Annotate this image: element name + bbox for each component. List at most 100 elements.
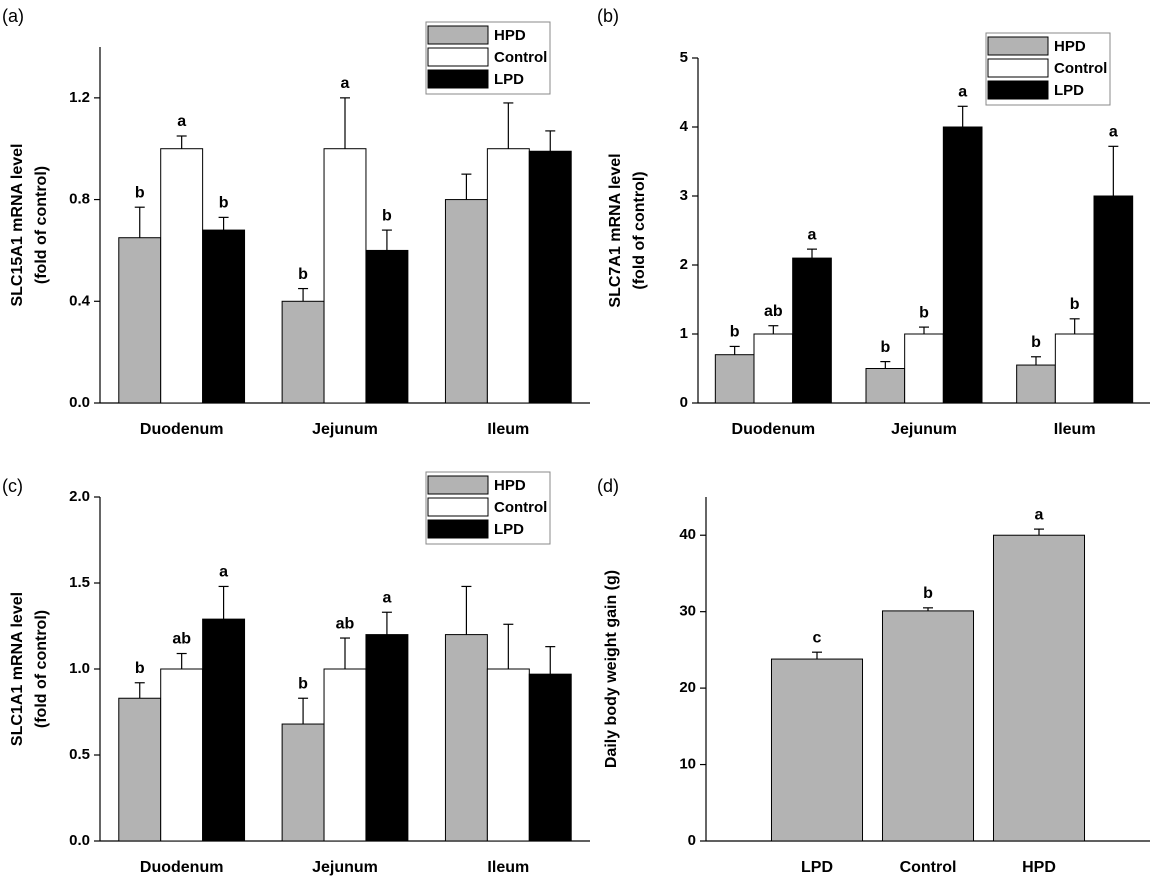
significance-letter: c	[813, 629, 822, 646]
legend-swatch	[987, 80, 1049, 100]
legend-label: HPD	[494, 27, 526, 44]
significance-letter: b	[298, 266, 308, 283]
bar	[323, 148, 367, 404]
bar	[942, 126, 983, 404]
significance-letter: ab	[172, 631, 191, 648]
bar	[486, 148, 530, 404]
panel-label: (d)	[597, 476, 619, 496]
legend-label: Control	[494, 49, 547, 66]
significance-letter: b	[382, 207, 392, 224]
significance-letter: ab	[764, 303, 783, 320]
y-tick-label: 3	[680, 187, 688, 204]
significance-letter: a	[177, 113, 186, 130]
bar	[865, 368, 906, 404]
bar	[281, 723, 325, 842]
y-tick-label: 0	[680, 394, 688, 411]
bar	[1016, 364, 1056, 404]
y-tick-label: 4	[680, 118, 689, 135]
bar	[528, 150, 572, 404]
y-tick-label: 2	[680, 256, 688, 273]
y-axis-label: (fold of control)	[631, 171, 648, 289]
bar	[444, 634, 488, 842]
x-tick-label: Ileum	[487, 859, 529, 876]
x-tick-label: Jejunum	[312, 421, 378, 438]
bar	[770, 658, 864, 842]
legend-swatch	[427, 475, 489, 495]
legend-label: HPD	[494, 477, 526, 494]
x-tick-label: Control	[900, 859, 957, 876]
significance-letter: b	[1070, 296, 1080, 313]
y-tick-label: 1.5	[69, 574, 90, 591]
y-axis-label: SLC7A1 mRNA level	[607, 153, 624, 307]
legend-swatch	[987, 36, 1049, 56]
legend-swatch	[427, 519, 489, 539]
panel-label: (c)	[2, 476, 23, 496]
significance-letter: a	[808, 226, 817, 243]
significance-letter: b	[923, 585, 933, 602]
significance-letter: b	[135, 184, 145, 201]
y-axis-label: (fold of control)	[33, 166, 50, 284]
bar	[792, 257, 832, 404]
significance-letter: b	[730, 324, 740, 341]
bar	[992, 534, 1086, 842]
y-axis-label: SLC15A1 mRNA level	[9, 143, 26, 306]
bar	[1093, 195, 1134, 404]
legend-label: LPD	[494, 521, 524, 538]
legend-label: Control	[1054, 60, 1107, 77]
significance-letter: a	[1035, 506, 1044, 523]
x-tick-label: HPD	[1022, 859, 1056, 876]
legend-swatch	[427, 497, 489, 517]
y-tick-label: 1	[680, 325, 688, 342]
y-tick-label: 0.4	[69, 292, 91, 309]
bar	[160, 148, 204, 404]
legend-label: Control	[494, 499, 547, 516]
x-tick-label: Duodenum	[732, 421, 816, 438]
bar	[118, 237, 162, 404]
x-tick-label: Duodenum	[140, 859, 224, 876]
y-axis-label: (fold of control)	[33, 610, 50, 728]
significance-letter: b	[880, 339, 890, 356]
x-tick-label: Jejunum	[891, 421, 957, 438]
y-axis-label: Daily body weight gain (g)	[603, 570, 620, 768]
significance-letter: b	[919, 304, 929, 321]
x-tick-label: LPD	[801, 859, 833, 876]
legend-swatch	[987, 58, 1049, 78]
x-tick-label: Ileum	[487, 421, 529, 438]
y-tick-label: 0.0	[69, 394, 90, 411]
bar	[1054, 333, 1095, 404]
bar	[904, 333, 944, 404]
x-tick-label: Duodenum	[140, 421, 224, 438]
bar	[281, 300, 325, 404]
significance-letter: a	[958, 84, 967, 101]
panel-label: (a)	[2, 6, 24, 26]
legend-label: LPD	[494, 71, 524, 88]
y-tick-label: 0	[688, 832, 696, 849]
significance-letter: b	[219, 195, 229, 212]
bar	[881, 610, 975, 842]
significance-letter: a	[341, 75, 350, 92]
y-tick-label: 5	[680, 49, 688, 66]
y-tick-label: 0.5	[69, 746, 90, 763]
bar	[753, 333, 794, 404]
significance-letter: b	[1031, 334, 1041, 351]
y-tick-label: 20	[679, 679, 696, 696]
y-tick-label: 10	[679, 756, 696, 773]
y-tick-label: 30	[679, 603, 696, 620]
y-tick-label: 40	[679, 526, 696, 543]
significance-letter: ab	[336, 615, 355, 632]
bar	[160, 668, 204, 842]
significance-letter: a	[219, 564, 228, 581]
y-tick-label: 1.2	[69, 89, 90, 106]
legend-swatch	[427, 47, 489, 67]
y-tick-label: 0.0	[69, 832, 90, 849]
significance-letter: a	[382, 589, 391, 606]
significance-letter: b	[135, 660, 145, 677]
legend-swatch	[427, 25, 489, 45]
y-tick-label: 2.0	[69, 488, 90, 505]
x-tick-label: Ileum	[1054, 421, 1096, 438]
bar	[202, 618, 246, 842]
bar	[118, 697, 162, 842]
y-tick-label: 0.8	[69, 191, 90, 208]
